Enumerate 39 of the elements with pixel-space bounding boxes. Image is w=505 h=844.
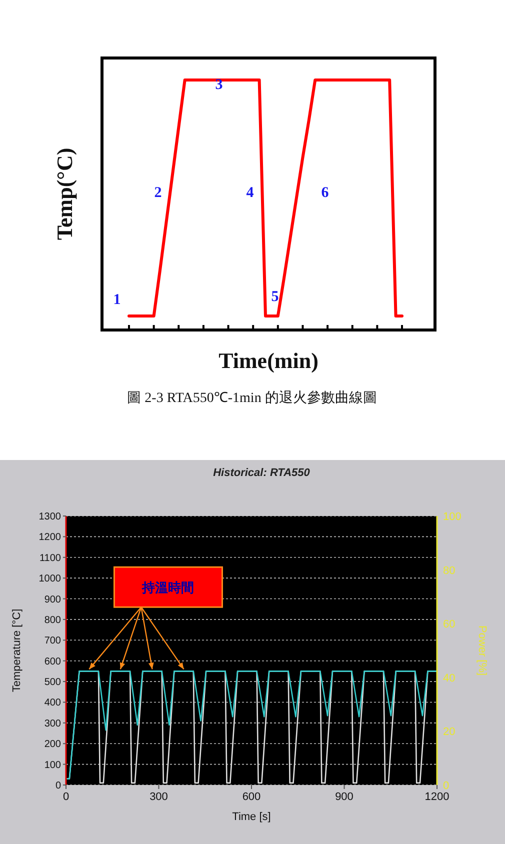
annotation: 6 bbox=[321, 185, 330, 201]
y-tick-label: 700 bbox=[44, 636, 62, 647]
y-axis-title: Temperature [°C] bbox=[11, 608, 23, 692]
annotation: 4 bbox=[246, 185, 254, 201]
y2-tick-label: 80 bbox=[443, 564, 456, 577]
y-tick-label: 1200 bbox=[38, 532, 62, 544]
x-axis-title: Time [s] bbox=[232, 811, 271, 823]
y-axis-title: Temp(°C) bbox=[52, 148, 77, 240]
y-tick-label: 800 bbox=[44, 614, 62, 626]
annotation: 持溫時間 bbox=[141, 581, 194, 596]
text: 1 bbox=[113, 292, 121, 308]
chart-title: Historical: RTA550 bbox=[213, 467, 311, 479]
annotation: 2 bbox=[154, 185, 162, 201]
y2-tick-label: 100 bbox=[443, 511, 462, 523]
y2-tick-label: 20 bbox=[443, 726, 456, 738]
y-tick-label: 200 bbox=[44, 739, 62, 750]
x-tick-label: 300 bbox=[150, 791, 168, 803]
y-tick-label: 400 bbox=[44, 698, 62, 709]
y2-axis-title: Power [%] bbox=[476, 625, 488, 676]
y-tick-label: 600 bbox=[44, 656, 62, 668]
x-axis-title: Time(min) bbox=[218, 348, 318, 373]
y-tick-label: 300 bbox=[44, 718, 62, 730]
y-tick-label: 500 bbox=[44, 677, 62, 688]
x-tick-label: 600 bbox=[242, 791, 261, 803]
y-tick-label: 0 bbox=[55, 780, 62, 792]
x-tick-label: 1200 bbox=[424, 791, 450, 803]
y2-tick-label: 60 bbox=[443, 618, 456, 631]
annotation: 5 bbox=[271, 289, 279, 305]
x-tick-label: 0 bbox=[62, 791, 70, 803]
y2-tick-label: 0 bbox=[443, 780, 450, 792]
x-tick-label: 900 bbox=[335, 791, 354, 803]
y-tick-label: 100 bbox=[44, 760, 62, 771]
annotation: 3 bbox=[215, 77, 223, 93]
y-tick-label: 1300 bbox=[38, 512, 62, 522]
y2-tick-label: 40 bbox=[443, 672, 456, 684]
caption: 圖 2-3 RTA550℃-1min 的退火參數曲線圖 bbox=[127, 390, 377, 406]
y-tick-label: 1000 bbox=[38, 574, 62, 585]
y-tick-label: 900 bbox=[44, 594, 62, 606]
y-tick-label: 1100 bbox=[39, 552, 62, 564]
